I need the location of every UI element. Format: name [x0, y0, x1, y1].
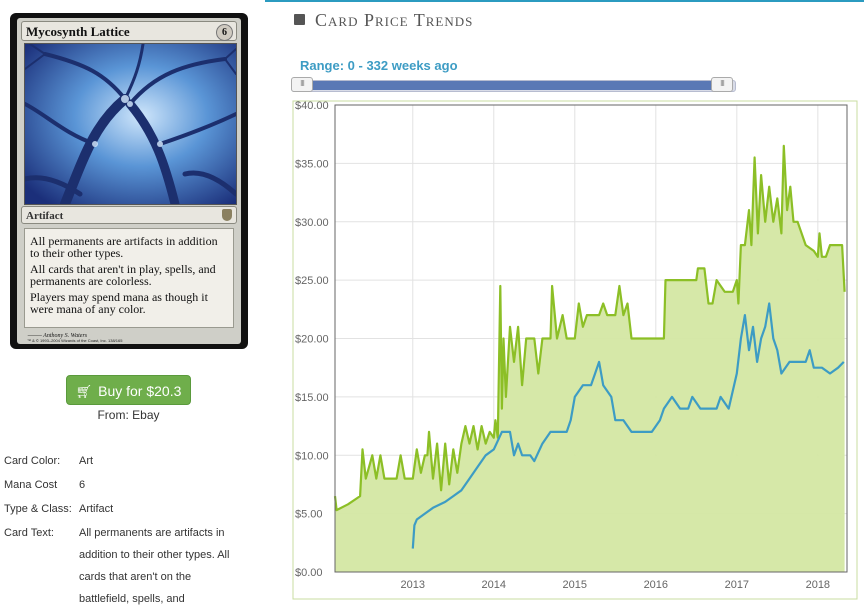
set-symbol-icon	[222, 209, 232, 221]
info-key: Card Text:	[4, 527, 54, 539]
y-tick-label: $15.00	[295, 392, 329, 404]
cart-icon: 🛒︎	[75, 384, 93, 399]
info-row-text: Card Text: All permanents are artifacts …	[4, 524, 259, 610]
card-rules-box: All permanents are artifacts in addition…	[24, 228, 234, 328]
y-tick-label: $40.00	[295, 100, 329, 112]
buy-button[interactable]: 🛒︎ Buy for $20.3	[66, 375, 191, 405]
x-tick-label: 2017	[725, 579, 749, 591]
card-rules-line: All permanents are artifacts in addition…	[30, 234, 218, 260]
card-rules-line: Players may spend mana as though it were…	[30, 290, 208, 316]
mana-symbol-icon: 6	[216, 24, 233, 41]
range-handle-left[interactable]: III	[291, 77, 313, 92]
card-text-line: battlefield, spells, and	[79, 593, 185, 605]
price-trend-chart: $0.00 $5.00 $10.00 $15.00 $20.00 $25.00 $30.00…	[292, 100, 858, 600]
card-face: Mycosynth Lattice 6	[17, 18, 241, 344]
artist-brush-icon: ⸻	[27, 333, 42, 339]
y-tick-label: $25.00	[295, 275, 329, 287]
card-artwork	[24, 43, 237, 205]
card-copyright: ™ & © 1993–2004 Wizards of the Coast, In…	[27, 338, 123, 343]
plot-border	[334, 104, 848, 573]
info-card-text: All permanents are artifacts in addition…	[79, 522, 259, 610]
card-name-bar: Mycosynth Lattice 6	[21, 21, 237, 41]
lattice-artwork-image	[25, 44, 236, 204]
range-label: Range: 0 - 332 weeks ago	[300, 58, 458, 73]
card-info-table: Card Color: Art Mana Cost 6 Type & Class…	[4, 452, 259, 610]
info-value: Art	[79, 455, 94, 467]
info-row-color: Card Color: Art	[4, 452, 259, 476]
y-tick-label: $0.00	[295, 567, 323, 579]
series-area	[335, 145, 845, 572]
info-value: Artifact	[79, 503, 114, 515]
info-row-mana: Mana Cost 6	[4, 476, 259, 500]
info-key: Card Color:	[4, 455, 61, 467]
x-tick-label: 2014	[482, 579, 506, 591]
card-type-bar: Artifact	[21, 206, 237, 224]
card-name: Mycosynth Lattice	[26, 24, 130, 39]
y-tick-label: $35.00	[295, 158, 329, 170]
y-tick-label: $30.00	[295, 217, 329, 229]
x-tick-label: 2013	[401, 579, 425, 591]
info-key: Type & Class:	[4, 503, 72, 515]
buy-button-label: Buy for $20.3	[98, 383, 182, 399]
card-text-line: cards that aren't on the	[79, 571, 192, 583]
range-handle-right[interactable]: III	[711, 77, 733, 92]
card-text-line: All permanents are artifacts in	[79, 527, 225, 539]
y-tick-label: $5.00	[295, 509, 323, 521]
series-line-blue	[411, 302, 845, 549]
range-slider-fill	[300, 81, 724, 90]
calendar-icon	[294, 14, 305, 25]
card-artist: ⸻ Anthony S. Waters	[27, 333, 88, 339]
from-label: From:	[97, 408, 129, 422]
chart-frame	[292, 100, 858, 600]
chart-header: Card Price Trends	[294, 10, 473, 31]
x-tick-label: 2018	[806, 579, 830, 591]
seller-source: From: Ebay	[66, 408, 191, 422]
y-tick-label: $10.00	[295, 450, 329, 462]
info-value: 6	[79, 479, 86, 491]
card-type-line: Artifact	[26, 210, 64, 222]
series-line-green	[333, 144, 846, 512]
info-row-type: Type & Class: Artifact	[4, 500, 259, 524]
info-key: Mana Cost	[4, 479, 58, 491]
x-tick-label: 2015	[563, 579, 587, 591]
card-rules-line: All cards that aren't in play, spells, a…	[30, 262, 216, 288]
from-value: Ebay	[132, 408, 160, 422]
x-tick-label: 2016	[644, 579, 668, 591]
y-tick-label: $20.00	[295, 334, 329, 346]
card-text-line: addition to their other types. All	[79, 549, 230, 561]
chart-title: Card Price Trends	[315, 10, 474, 30]
header-rule	[265, 0, 864, 2]
card-image: Mycosynth Lattice 6	[10, 13, 248, 349]
